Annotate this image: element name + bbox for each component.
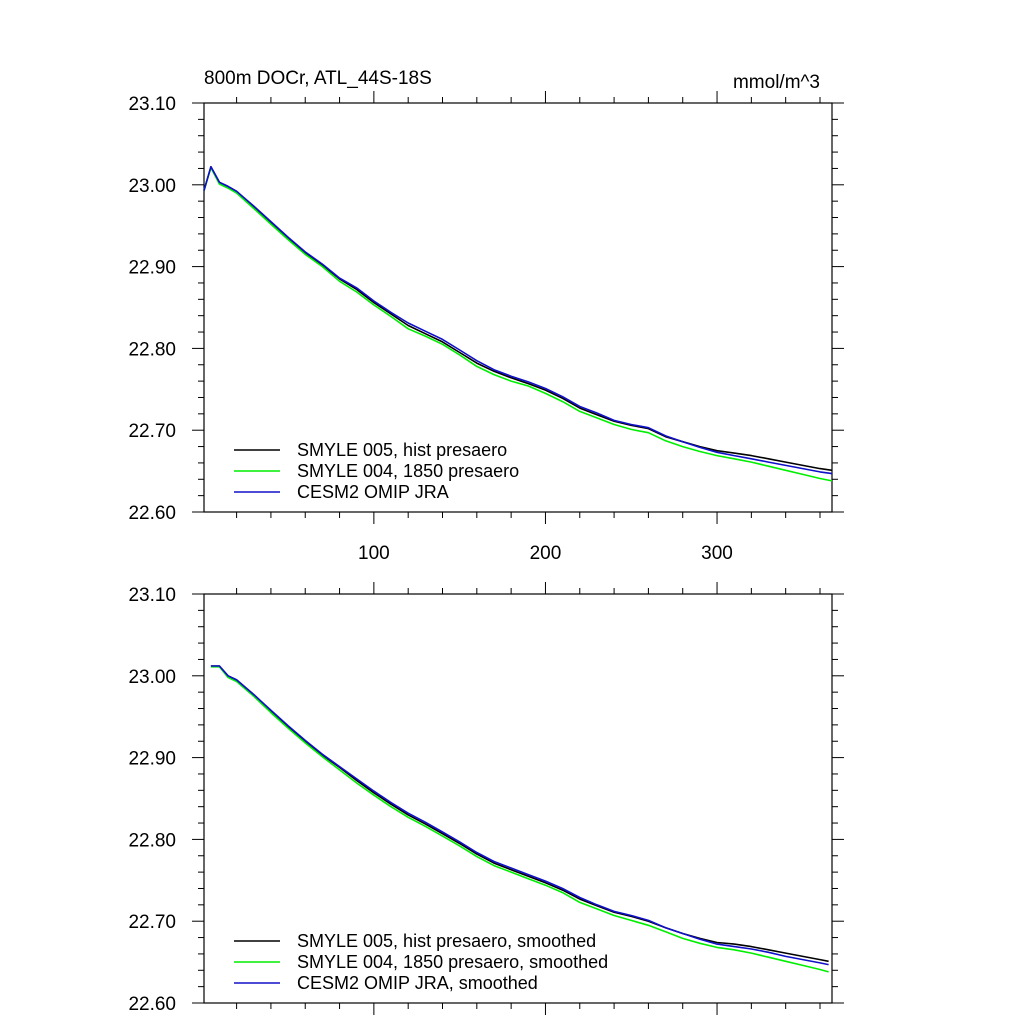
plot-frame [203,102,833,513]
chart-title: 800m DOCr, ATL_44S-18S [204,68,432,89]
legend-label: SMYLE 004, 1850 presaero, smoothed [297,952,608,972]
legend-label: SMYLE 005, hist presaero, smoothed [297,931,596,951]
series-line-1 [203,166,833,472]
y-tick-label: 23.00 [128,667,176,688]
series-line-3 [210,665,829,966]
y-tick-label: 23.10 [128,94,176,115]
units-label: mmol/m^3 [733,72,820,93]
y-tick-label: 23.10 [128,585,176,606]
y-tick-label: 22.60 [128,503,176,524]
y-tick-label: 22.60 [128,994,176,1015]
y-tick-label: 22.70 [128,421,176,442]
top-panel: 100 200 300 22.60 22.70 22.80 22.90 23.00 23.10 S… [128,91,844,564]
y-tick-label: 22.70 [128,912,176,933]
y-tick-label: 23.00 [128,176,176,197]
x-tick-label: 300 [701,543,733,564]
series-line-2 [210,665,829,973]
y-tick-label: 22.90 [128,749,176,770]
x-tick-label: 200 [530,543,562,564]
y-tick-label: 22.80 [128,339,176,360]
legend-label: SMYLE 005, hist presaero [297,440,507,460]
legend-label: CESM2 OMIP JRA [297,482,449,502]
y-tick-label: 22.90 [128,258,176,279]
y-tick-label: 22.80 [128,830,176,851]
series-line-2 [203,166,833,482]
x-tick-label: 100 [358,543,390,564]
bottom-panel: 22.60 22.70 22.80 22.90 23.00 23.10 SMYLE 005,… [128,582,844,1015]
plot-frame [203,593,833,1004]
legend-label: SMYLE 004, 1850 presaero [297,461,519,481]
legend-label: CESM2 OMIP JRA, smoothed [297,973,538,993]
series-line-3 [203,166,833,475]
series-line-1 [210,665,829,963]
